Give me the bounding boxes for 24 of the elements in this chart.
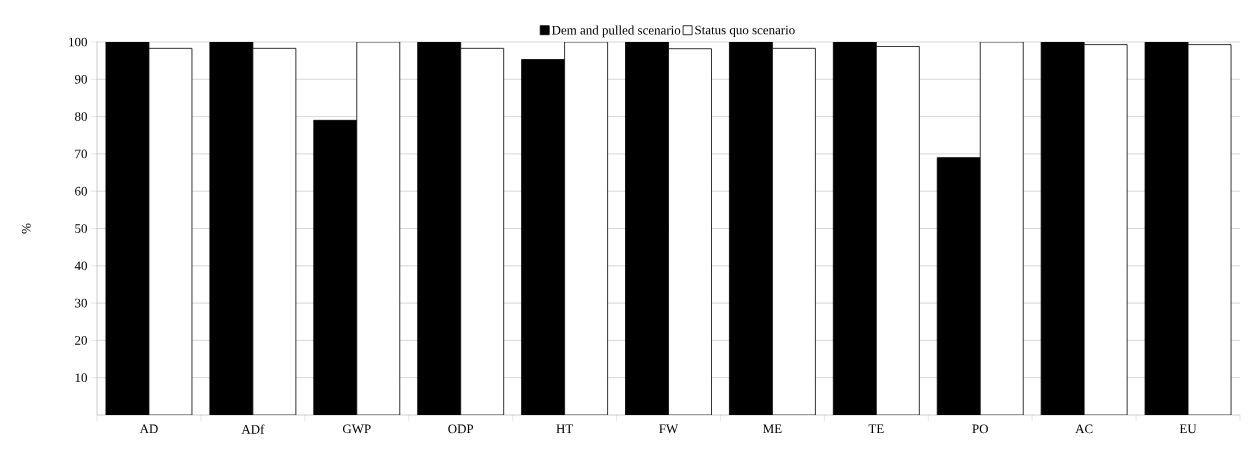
- x-tick-label: GWP: [342, 424, 371, 434]
- y-tick-label: 90: [74, 74, 87, 84]
- legend-label: Dem and pulled scenario: [551, 25, 681, 38]
- x-tick-label: ME: [763, 424, 782, 433]
- y-tick-label: 20: [75, 336, 87, 345]
- y-axis-title: %: [21, 223, 31, 234]
- y-tick-label: 40: [74, 261, 87, 271]
- y-tick-label: 10: [75, 373, 87, 383]
- x-tick-label: ODP: [448, 424, 474, 434]
- y-tick-label: 80: [75, 112, 87, 121]
- x-tick-label: FW: [659, 424, 679, 434]
- y-tick-label: 60: [75, 186, 87, 196]
- x-tick-label: AD: [139, 424, 158, 434]
- y-tick-label: 30: [75, 298, 87, 308]
- x-tick-label: EU: [1179, 424, 1197, 434]
- legend-label: Status quo scenario: [695, 25, 795, 37]
- x-tick-label: AC: [1075, 424, 1093, 434]
- x-tick-label: ADf: [241, 424, 265, 434]
- x-tick-label: PO: [972, 424, 988, 434]
- y-tick-label: 70: [75, 149, 87, 159]
- x-tick-label: TE: [868, 424, 884, 433]
- y-tick-label: 100: [69, 37, 87, 47]
- y-tick-label: 50: [75, 224, 87, 233]
- x-tick-label: HT: [556, 424, 574, 433]
